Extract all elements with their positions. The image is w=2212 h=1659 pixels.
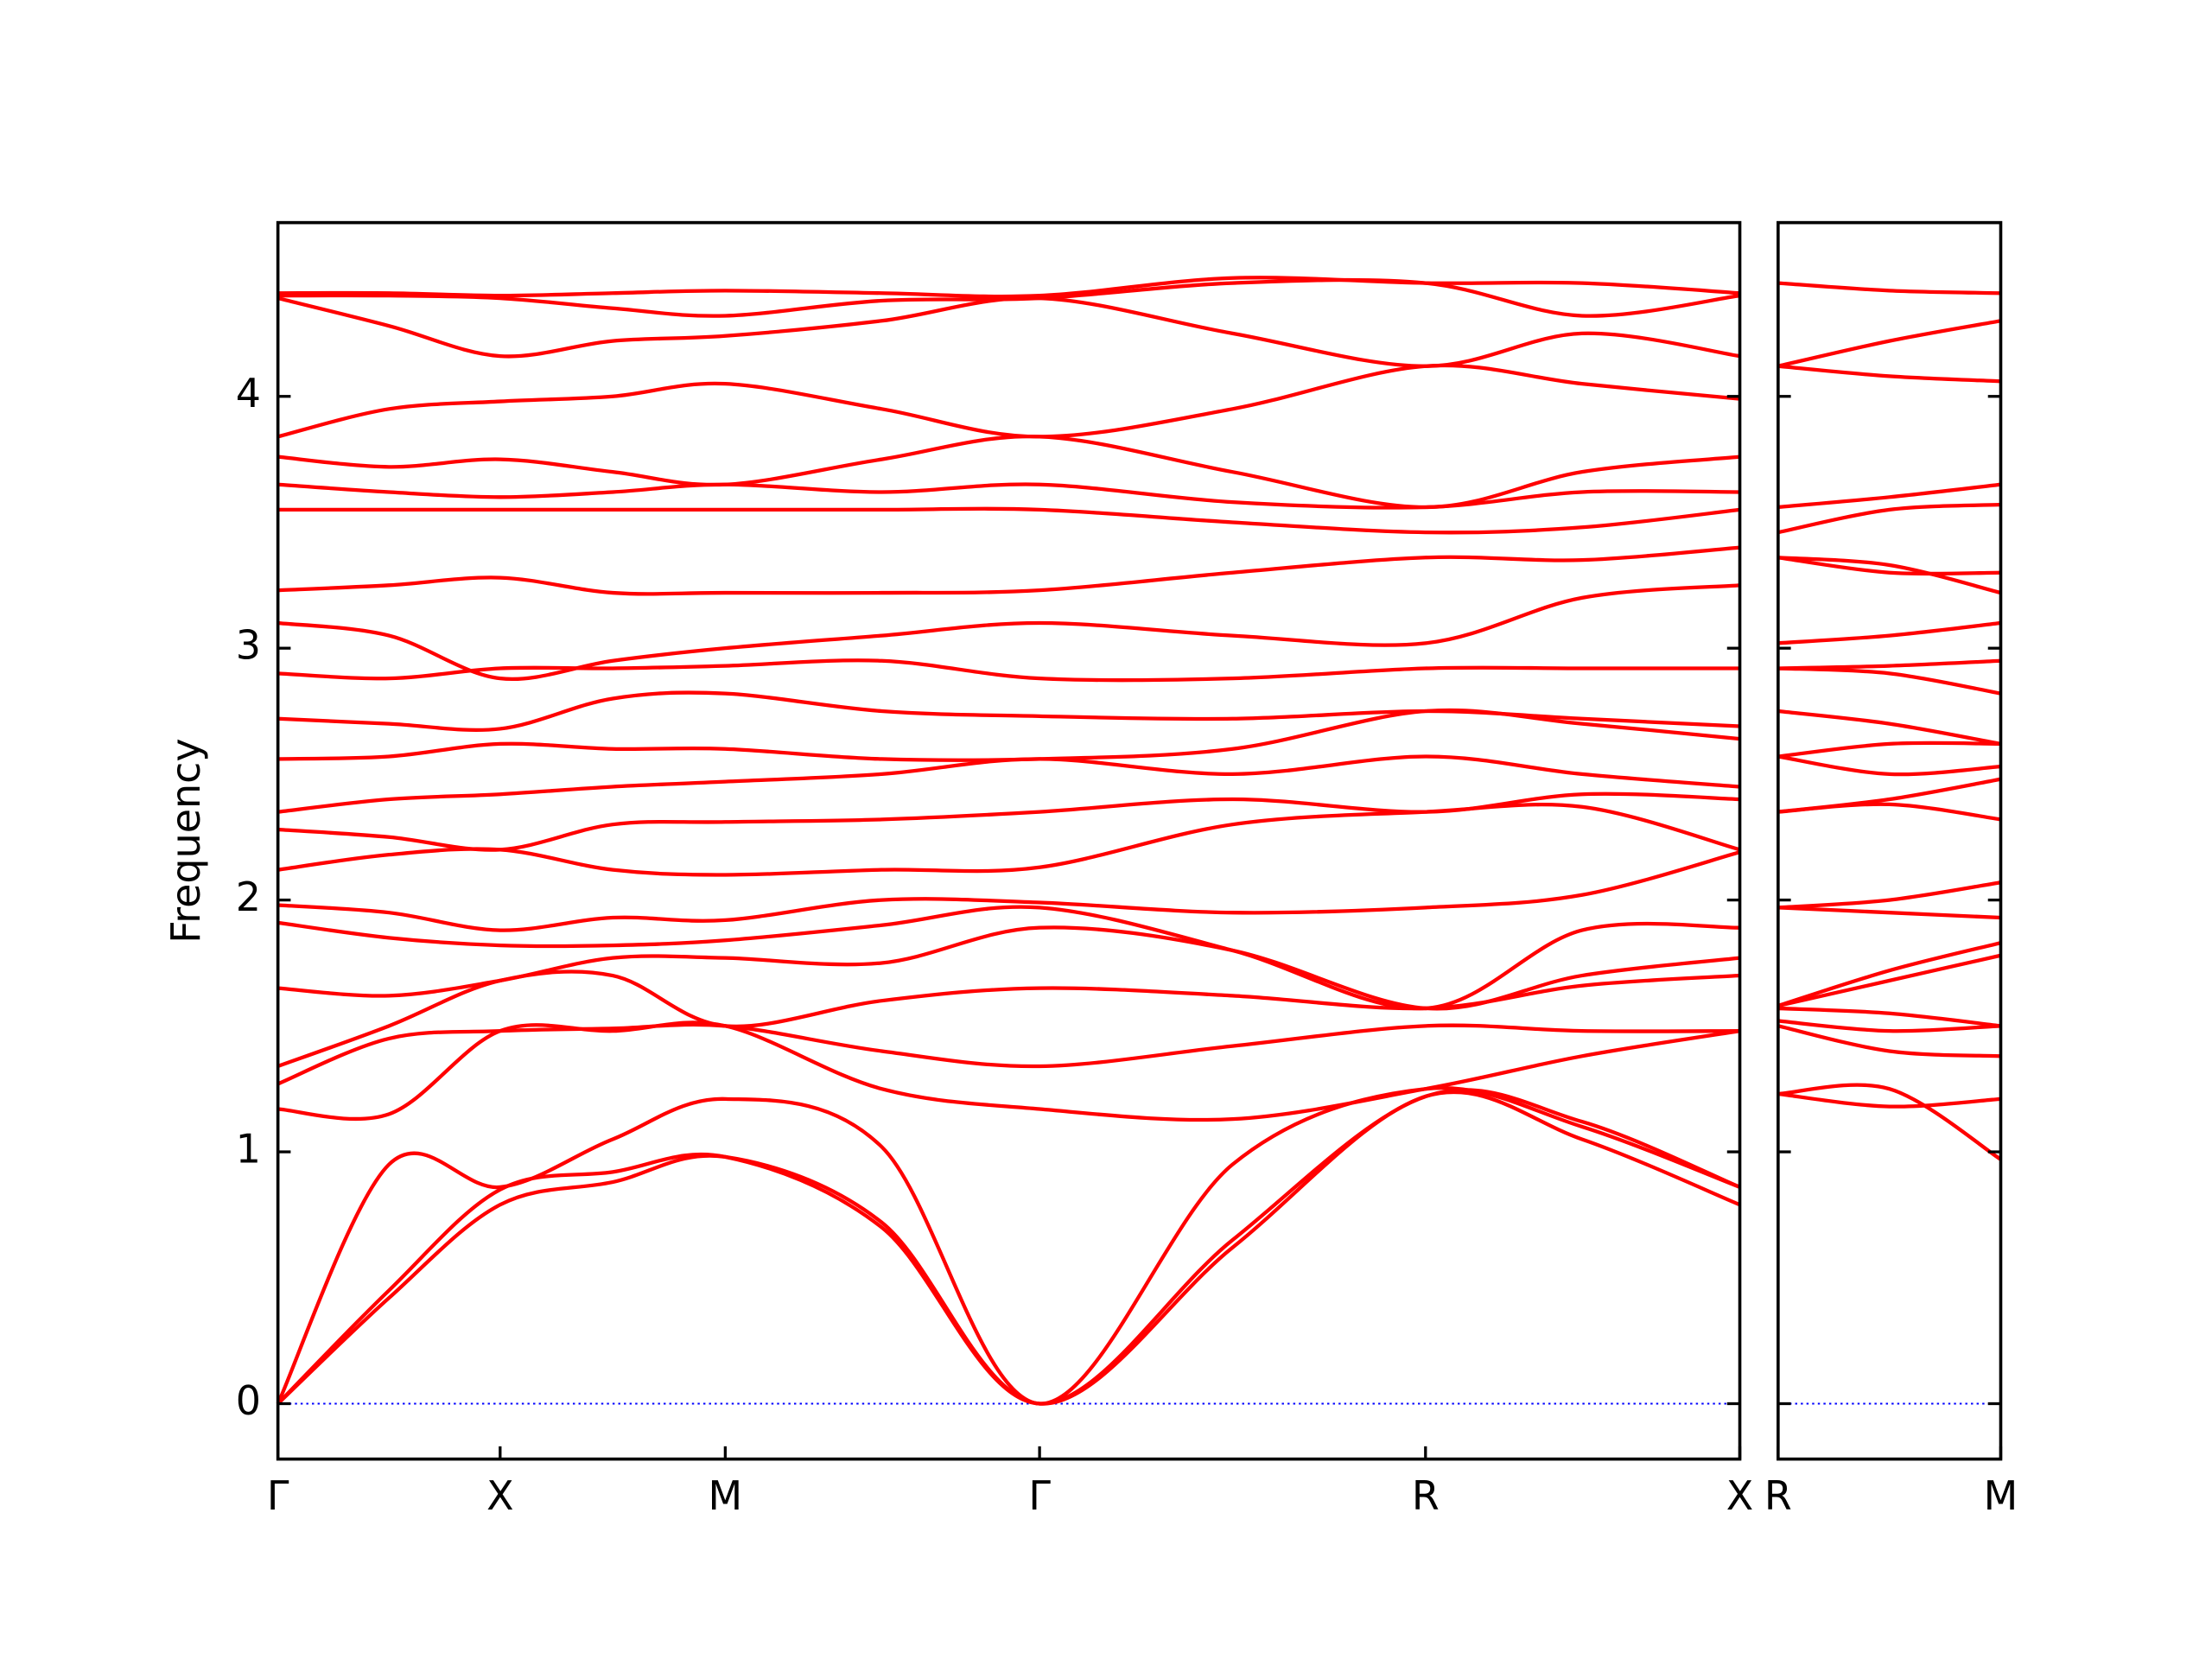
band-line xyxy=(1777,666,2001,696)
band-line xyxy=(277,708,1740,763)
band-line xyxy=(1777,802,2001,822)
y-axis-label: Frequency xyxy=(162,738,209,943)
band-line xyxy=(1777,906,2001,920)
band-line xyxy=(276,1090,1741,1406)
band-line xyxy=(1777,880,2001,910)
x-tick-label: X xyxy=(1726,1472,1753,1519)
x-tick-label: M xyxy=(709,1472,743,1519)
band-line xyxy=(276,969,1740,1068)
x-tick-label: R xyxy=(1764,1472,1792,1519)
band-line xyxy=(1777,709,2001,747)
band-line xyxy=(276,1086,1741,1406)
band-line xyxy=(1777,482,2001,510)
band-line xyxy=(277,690,1740,732)
band-line xyxy=(1777,281,2001,296)
band-line xyxy=(1777,620,2001,645)
band-line xyxy=(277,506,1740,535)
band-line xyxy=(1777,658,2001,671)
band-line xyxy=(277,850,1741,932)
band-line xyxy=(1777,556,2001,576)
band-line xyxy=(1777,319,2001,368)
x-tick-label: R xyxy=(1412,1472,1440,1519)
band-line xyxy=(1777,1083,2002,1161)
plot-frame xyxy=(276,220,1742,1461)
y-tick-label: 0 xyxy=(236,1377,261,1424)
band-line xyxy=(277,925,1740,1011)
band-line xyxy=(277,754,1740,814)
band-line xyxy=(1777,953,2001,1008)
band-line xyxy=(277,277,1740,318)
band-line xyxy=(1777,754,2001,777)
band-line xyxy=(1777,941,2002,1008)
band-line xyxy=(276,1022,1740,1086)
band-line xyxy=(277,658,1740,683)
y-tick-label: 1 xyxy=(236,1126,261,1173)
band-line xyxy=(1777,502,2001,535)
x-tick-label: M xyxy=(1984,1472,2018,1519)
x-tick-label: X xyxy=(486,1472,513,1519)
band-line xyxy=(1777,364,2001,384)
band-line xyxy=(276,1088,1741,1406)
band-line xyxy=(277,791,1740,852)
band-line xyxy=(1777,1006,2001,1028)
band-line xyxy=(277,296,1740,368)
band-line xyxy=(277,905,1740,1011)
band-line xyxy=(1777,1019,2001,1033)
y-tick-label: 4 xyxy=(236,370,261,416)
band-line xyxy=(1777,1024,2001,1058)
band-line xyxy=(1777,741,2001,759)
band-line xyxy=(277,363,1740,439)
band-line xyxy=(1777,777,2001,814)
band-line xyxy=(277,276,1740,299)
y-tick-label: 2 xyxy=(236,874,261,920)
band-line xyxy=(277,482,1740,510)
band-line xyxy=(277,545,1740,596)
band-line xyxy=(277,583,1740,682)
band-line xyxy=(1777,1091,2001,1109)
band-line xyxy=(277,1020,1740,1122)
plot-frame xyxy=(1777,220,2003,1461)
y-tick-label: 3 xyxy=(236,622,261,669)
band-line xyxy=(277,435,1740,510)
band-line xyxy=(1777,556,2002,595)
x-tick-label: Γ xyxy=(267,1472,289,1519)
x-tick-label: Γ xyxy=(1028,1472,1051,1519)
